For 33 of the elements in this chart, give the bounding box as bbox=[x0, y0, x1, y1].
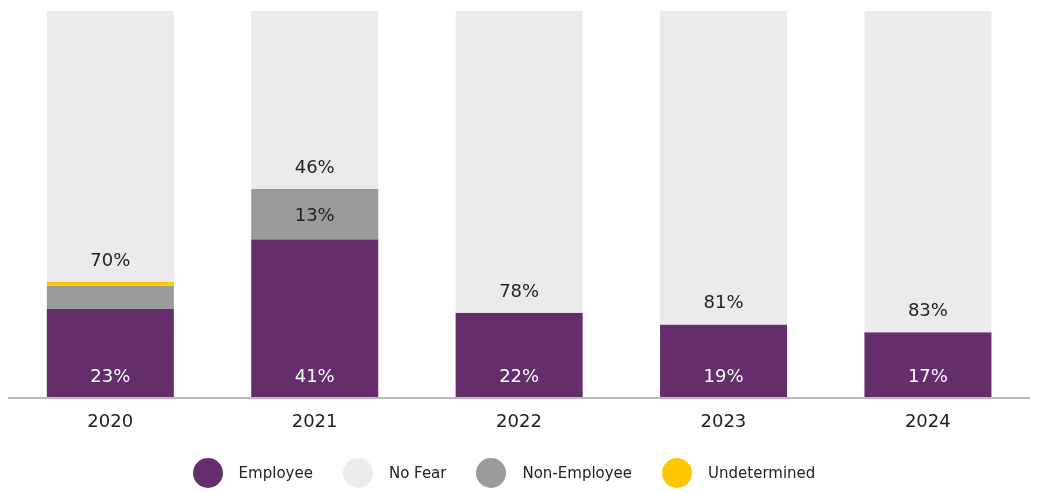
bar bbox=[864, 11, 992, 333]
legend-label: No Fear bbox=[388, 463, 447, 482]
x-tick-label: 2021 bbox=[291, 409, 338, 431]
x-tick-label: 2023 bbox=[700, 409, 747, 431]
data-label: 13% bbox=[294, 204, 335, 226]
data-label: 81% bbox=[703, 291, 744, 313]
data-label: 19% bbox=[703, 365, 744, 386]
bar bbox=[46, 308, 174, 398]
data-label: 83% bbox=[907, 299, 948, 321]
legend-label: Undetermined bbox=[708, 463, 816, 482]
data-label: 23% bbox=[90, 365, 131, 386]
x-tick-label: 2020 bbox=[87, 409, 134, 431]
legend-label: Employee bbox=[238, 463, 313, 482]
data-label: 17% bbox=[907, 365, 948, 386]
bar bbox=[46, 281, 174, 286]
data-label: 78% bbox=[499, 279, 540, 301]
bar bbox=[455, 312, 583, 398]
data-label: 46% bbox=[294, 156, 335, 178]
legend-label: Non-Employee bbox=[522, 463, 633, 482]
bar bbox=[864, 332, 992, 398]
bar bbox=[660, 11, 788, 325]
bar bbox=[660, 324, 788, 398]
bar bbox=[251, 11, 379, 190]
data-label: 70% bbox=[90, 248, 131, 270]
data-label: 22% bbox=[499, 365, 540, 386]
bar bbox=[46, 285, 174, 309]
bar bbox=[46, 11, 174, 282]
data-label: 41% bbox=[294, 365, 335, 386]
bar bbox=[251, 189, 379, 240]
bar bbox=[251, 239, 379, 398]
x-tick-label: 2022 bbox=[496, 409, 542, 431]
x-tick-label: 2024 bbox=[904, 409, 951, 431]
bar bbox=[455, 11, 583, 313]
